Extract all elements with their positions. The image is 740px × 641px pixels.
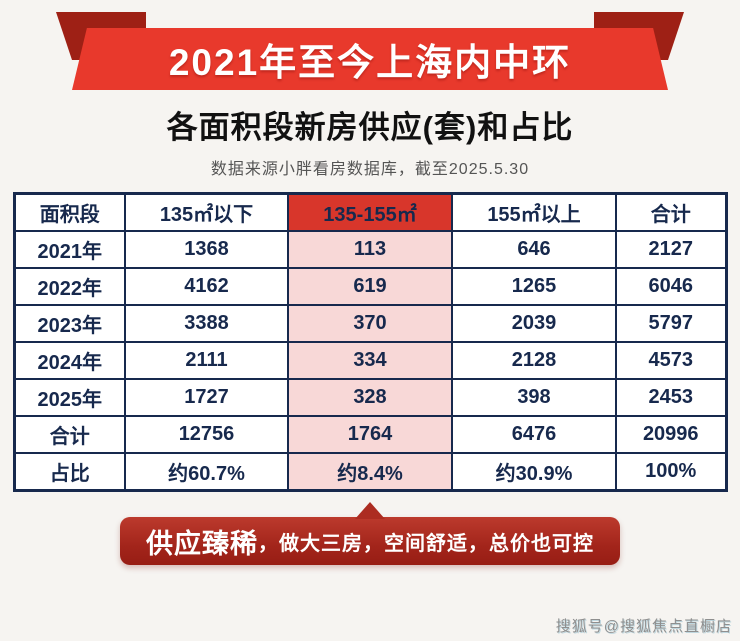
table-cell-highlight: 113 xyxy=(287,230,453,269)
row-label: 2025年 xyxy=(13,378,126,417)
row-label: 2023年 xyxy=(13,304,126,343)
column-header-above155: 155㎡以上 xyxy=(451,192,617,232)
table-cell: 3388 xyxy=(124,304,289,343)
table-cell: 4162 xyxy=(124,267,289,306)
top-ribbon: 2021年至今上海内中环 xyxy=(50,12,690,90)
table-row-total: 合计 12756 1764 6476 20996 xyxy=(13,415,727,454)
page-title: 各面积段新房供应(套)和占比 xyxy=(166,110,574,145)
table-cell: 1265 xyxy=(451,267,617,306)
table-header-row: 面积段 135㎡以下 135-155㎡ 155㎡以上 合计 xyxy=(13,192,727,232)
ribbon-title: 2021年至今上海内中环 xyxy=(168,42,572,83)
table-cell-highlight: 约8.4% xyxy=(287,452,453,492)
ribbon-banner: 2021年至今上海内中环 xyxy=(72,28,668,90)
table-cell-highlight: 370 xyxy=(287,304,453,343)
callout-emphasis: 供应臻稀 xyxy=(146,528,258,559)
table-cell: 2111 xyxy=(124,341,289,380)
table-cell: 约60.7% xyxy=(124,452,289,492)
infographic-page: 2021年至今上海内中环 各面积段新房供应(套)和占比 数据来源小胖看房数据库，… xyxy=(0,12,740,635)
column-header-total: 合计 xyxy=(615,192,727,232)
table-row: 2021年 1368 113 646 2127 xyxy=(13,230,727,269)
data-source-note: 数据来源小胖看房数据库，截至2025.5.30 xyxy=(210,161,530,178)
table-cell: 1368 xyxy=(124,230,289,269)
table-cell: 646 xyxy=(451,230,617,269)
table-cell: 20996 xyxy=(615,415,727,454)
column-header-area: 面积段 xyxy=(13,192,126,232)
table-row: 2022年 4162 619 1265 6046 xyxy=(13,267,727,306)
table-cell: 2039 xyxy=(451,304,617,343)
row-label: 2022年 xyxy=(13,267,126,306)
table-cell-highlight: 619 xyxy=(287,267,453,306)
table-row-share: 占比 约60.7% 约8.4% 约30.9% 100% xyxy=(13,452,727,492)
table-row: 2025年 1727 328 398 2453 xyxy=(13,378,727,417)
table-cell: 2453 xyxy=(615,378,727,417)
callout-text: ，做大三房，空间舒适，总价也可控 xyxy=(258,532,594,555)
callout-arrow-up-icon xyxy=(355,502,385,519)
table-cell: 12756 xyxy=(124,415,289,454)
table-cell: 4573 xyxy=(615,341,727,380)
table-cell: 5797 xyxy=(615,304,727,343)
table-row: 2024年 2111 334 2128 4573 xyxy=(13,341,727,380)
supply-table: 面积段 135㎡以下 135-155㎡ 155㎡以上 合计 2021年 1368… xyxy=(12,192,728,492)
table-cell: 约30.9% xyxy=(451,452,617,492)
table-row: 2023年 3388 370 2039 5797 xyxy=(13,304,727,343)
table-cell-highlight: 328 xyxy=(287,378,453,417)
table-cell: 2128 xyxy=(451,341,617,380)
column-header-below135: 135㎡以下 xyxy=(124,192,289,232)
column-header-135-155: 135-155㎡ xyxy=(287,192,453,232)
table-cell-highlight: 334 xyxy=(287,341,453,380)
callout-banner: 供应臻稀 ，做大三房，空间舒适，总价也可控 xyxy=(120,502,620,565)
table-cell: 2127 xyxy=(615,230,727,269)
row-label: 合计 xyxy=(13,415,126,454)
table-cell: 1727 xyxy=(124,378,289,417)
table-cell: 6046 xyxy=(615,267,727,306)
table-cell: 100% xyxy=(615,452,727,492)
table-cell-highlight: 1764 xyxy=(287,415,453,454)
table-cell: 398 xyxy=(451,378,617,417)
row-label: 2024年 xyxy=(13,341,126,380)
table-cell: 6476 xyxy=(451,415,617,454)
row-label: 2021年 xyxy=(13,230,126,269)
row-label: 占比 xyxy=(13,452,126,492)
watermark: 搜狐号@搜狐焦点直橱店 xyxy=(555,618,732,635)
